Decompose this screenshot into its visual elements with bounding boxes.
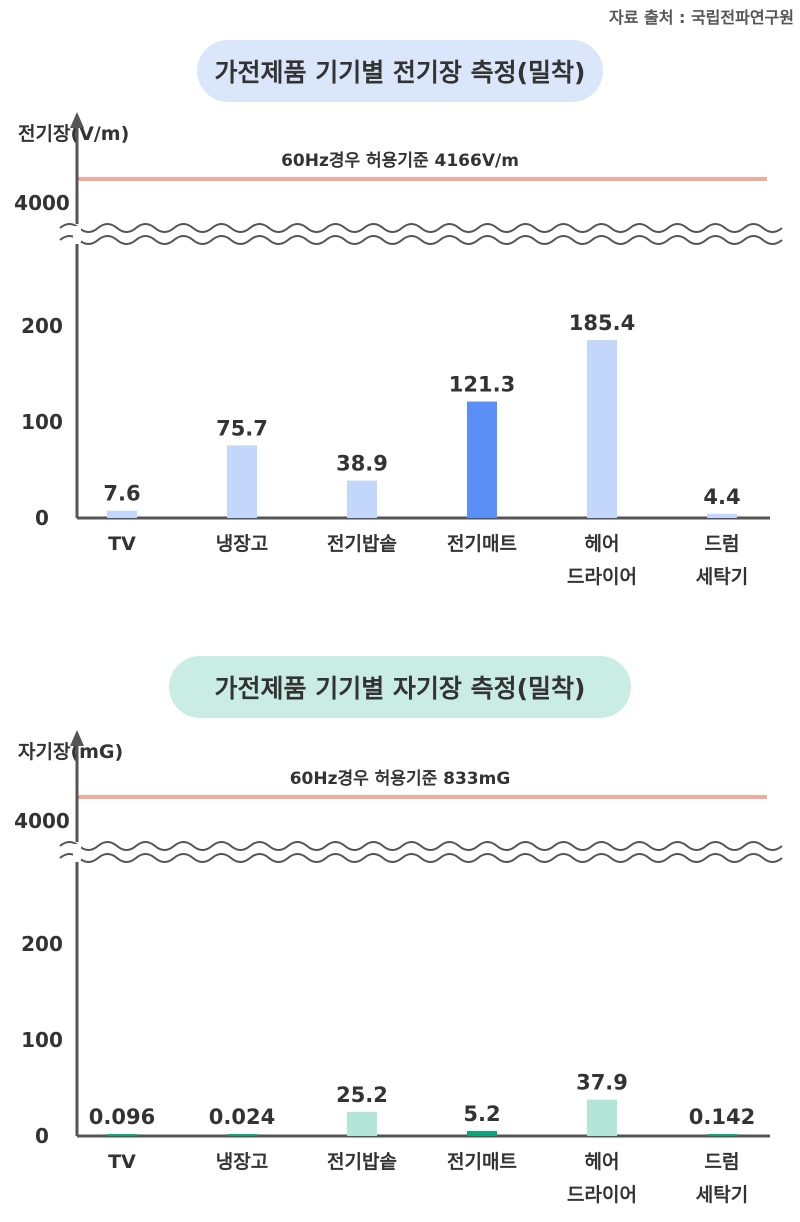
- x-tick-label: 드라이어: [567, 566, 637, 588]
- x-tick-label: TV: [108, 533, 136, 555]
- data-label: 0.024: [209, 1105, 275, 1129]
- x-tick-label: 전기매트: [447, 533, 517, 555]
- data-label: 37.9: [576, 1071, 628, 1095]
- magnetic-field-chart: 자기장(mG) 60Hz경우 허용기준 833mG 4000 200 100 0 0.096…: [14, 730, 783, 1206]
- bar: [587, 1099, 617, 1136]
- electric-field-title: 가전제품 기기별 전기장 측정(밀착): [197, 40, 603, 102]
- y-axis-label: 전기장(V/m): [18, 123, 129, 145]
- y-axis-label: 자기장(mG): [18, 741, 123, 763]
- bar: [707, 1134, 737, 1136]
- y-tick-label: 0: [35, 506, 49, 530]
- data-label: 38.9: [336, 452, 388, 476]
- data-label: 121.3: [449, 373, 515, 397]
- y-tick-label: 4000: [14, 191, 70, 215]
- limit-label: 60Hz경우 허용기준 833mG: [290, 769, 511, 789]
- x-tick-label: 헤어: [585, 533, 620, 555]
- y-tick-label: 100: [21, 410, 63, 434]
- x-tick-label: 드라이어: [567, 1184, 637, 1206]
- data-label: 4.4: [703, 485, 740, 509]
- bar: [107, 510, 137, 518]
- limit-label: 60Hz경우 허용기준 4166V/m: [281, 151, 519, 171]
- y-axis-arrow: [70, 112, 84, 128]
- x-tick-label: 드럼: [705, 1151, 740, 1173]
- axis-break-gap: [73, 844, 81, 860]
- bar: [587, 340, 617, 518]
- y-tick-label: 100: [21, 1028, 63, 1052]
- y-tick-label: 0: [35, 1124, 49, 1148]
- axis-break-wave: [59, 235, 783, 245]
- x-tick-label: 냉장고: [216, 1151, 268, 1173]
- x-tick-label: 세탁기: [696, 1184, 748, 1206]
- axis-break-wave: [59, 841, 783, 851]
- bar: [347, 1111, 377, 1136]
- data-label: 75.7: [216, 416, 268, 440]
- x-tick-label: 전기밥솥: [327, 1151, 397, 1173]
- axis-break-gap: [73, 226, 81, 242]
- electric-field-chart: 전기장(V/m) 60Hz경우 허용기준 4166V/m 4000 200 100 0 7.…: [14, 112, 783, 588]
- bar: [467, 1131, 497, 1136]
- bar: [707, 513, 737, 518]
- data-label: 0.142: [689, 1105, 755, 1129]
- y-tick-label: 200: [21, 932, 63, 956]
- x-tick-label: 드럼: [705, 533, 740, 555]
- bar: [227, 445, 257, 518]
- bar: [227, 1134, 257, 1136]
- x-tick-label: 전기밥솥: [327, 533, 397, 555]
- y-tick-label: 200: [21, 314, 63, 338]
- data-label: 5.2: [463, 1102, 500, 1126]
- data-label: 7.6: [103, 482, 140, 506]
- data-label: 0.096: [89, 1105, 155, 1129]
- x-tick-label: 전기매트: [447, 1151, 517, 1173]
- y-axis-arrow: [70, 730, 84, 746]
- bar: [467, 401, 497, 518]
- magnetic-field-title: 가전제품 기기별 자기장 측정(밀착): [169, 656, 631, 718]
- axis-break-wave: [59, 223, 783, 233]
- axis-break-wave: [59, 853, 783, 863]
- x-tick-label: 냉장고: [216, 533, 268, 555]
- data-label: 185.4: [569, 311, 635, 335]
- source-note: 자료 출처 : 국립전파연구원: [608, 8, 794, 27]
- x-tick-label: 헤어: [585, 1151, 620, 1173]
- data-label: 25.2: [336, 1083, 388, 1107]
- x-tick-label: 세탁기: [696, 566, 748, 588]
- x-tick-label: TV: [108, 1151, 136, 1173]
- y-tick-label: 4000: [14, 809, 70, 833]
- bar: [107, 1134, 137, 1136]
- bar: [347, 480, 377, 518]
